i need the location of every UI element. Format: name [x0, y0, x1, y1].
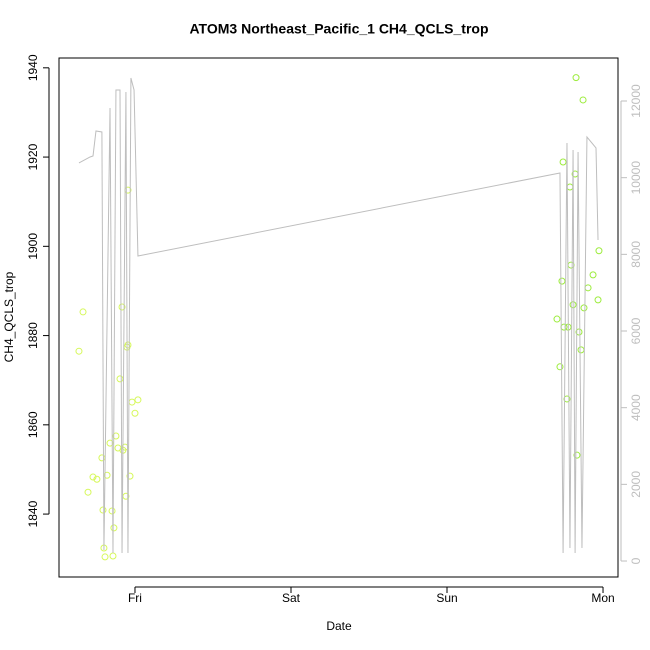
x-axis-label: Date [326, 619, 352, 633]
data-point [580, 304, 588, 312]
data-point [573, 451, 581, 459]
data-point [595, 247, 603, 255]
data-point [553, 315, 561, 323]
y-axis-label: CH4_QCLS_trop [2, 271, 16, 362]
y2-tick-label: 12000 [629, 84, 643, 118]
data-point [98, 454, 106, 462]
data-point [572, 74, 580, 82]
y-tick-label: 1840 [26, 500, 40, 527]
data-point [559, 158, 567, 166]
y2-tick-label: 0 [629, 557, 643, 564]
y2-tick-label: 4000 [629, 394, 643, 421]
data-point [118, 303, 126, 311]
data-point [124, 341, 132, 349]
data-point [594, 296, 602, 304]
x-tick-label: Fri [128, 591, 142, 605]
data-point [99, 506, 107, 514]
y2-tick-label: 2000 [629, 471, 643, 498]
plot-frame [58, 57, 619, 578]
data-point [79, 308, 87, 316]
data-point [93, 475, 101, 483]
data-point [128, 398, 136, 406]
y-tick-label: 1900 [26, 233, 40, 260]
y2-tick-label: 10000 [629, 161, 643, 195]
data-point [134, 396, 142, 404]
data-point [577, 346, 585, 354]
y-tick-label: 1860 [26, 411, 40, 438]
data-point [89, 473, 97, 481]
data-point [584, 284, 592, 292]
data-point [126, 472, 134, 480]
data-point [110, 524, 118, 532]
x-tick-label: Mon [591, 591, 614, 605]
data-point [84, 488, 92, 496]
data-point [556, 363, 564, 371]
y-tick-label: 1920 [26, 143, 40, 170]
data-point [106, 439, 114, 447]
data-point [112, 432, 120, 440]
data-point [109, 552, 117, 560]
data-point [566, 183, 574, 191]
altitude-line [78, 77, 599, 554]
y2-tick-label: 6000 [629, 317, 643, 344]
data-point [579, 96, 587, 104]
data-point [75, 347, 83, 355]
data-point [575, 328, 583, 336]
y-tick-label: 1880 [26, 322, 40, 349]
data-point [569, 301, 577, 309]
chart-title: ATOM3 Northeast_Pacific_1 CH4_QCLS_trop [189, 21, 488, 37]
y-tick-label: 1940 [26, 54, 40, 81]
data-point [558, 277, 566, 285]
data-point [131, 409, 139, 417]
data-point [108, 507, 116, 515]
x-tick-label: Sun [436, 591, 457, 605]
data-point [116, 375, 124, 383]
y2-tick-label: 8000 [629, 241, 643, 268]
x-tick-label: Sat [282, 591, 301, 605]
data-point [589, 271, 597, 279]
data-point [101, 553, 109, 561]
data-point [563, 395, 571, 403]
